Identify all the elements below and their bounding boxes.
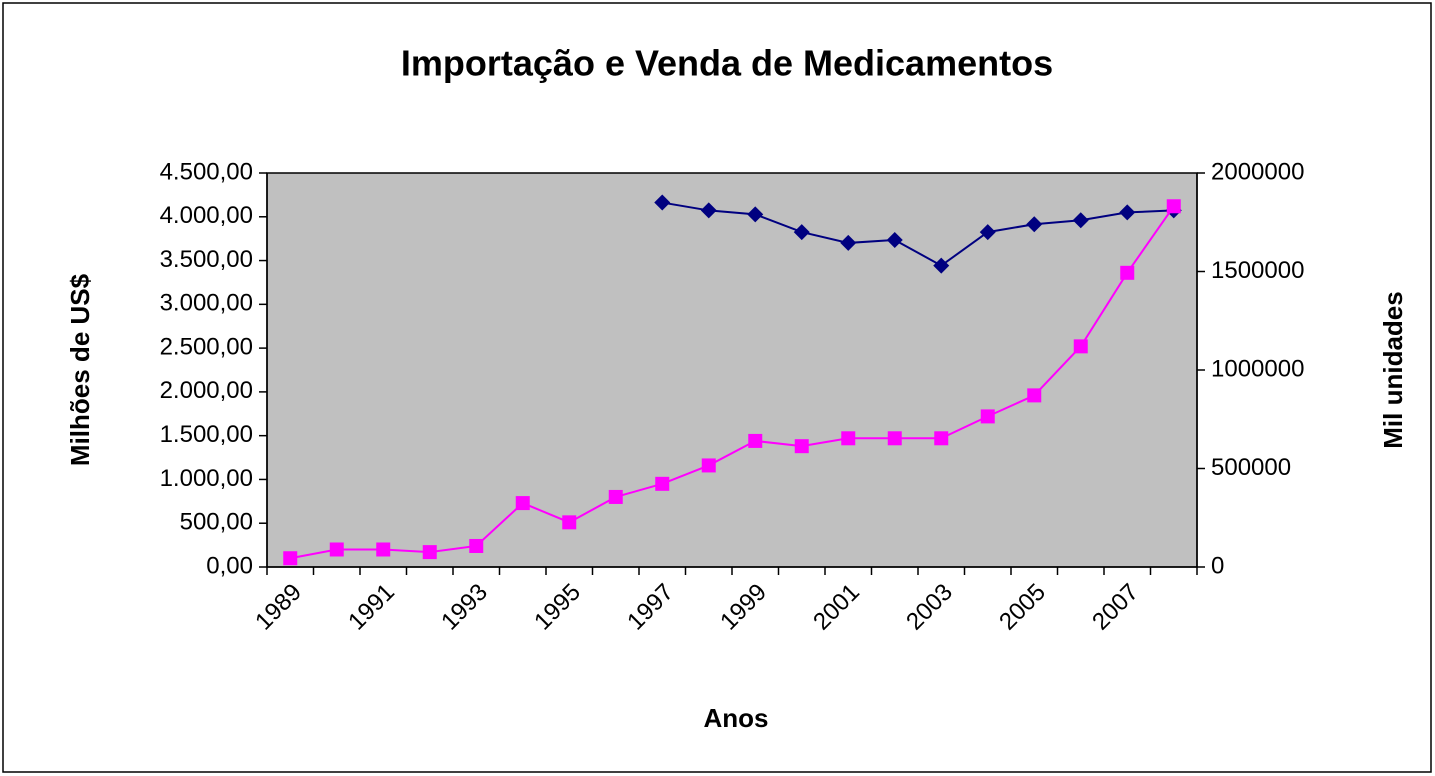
marker <box>1119 204 1136 221</box>
marker <box>1026 216 1043 233</box>
y-tick-label: 3.000,00 <box>160 290 253 317</box>
marker <box>1166 199 1181 214</box>
y-tick-label: 2.000,00 <box>160 377 253 404</box>
y2-tick-label: 2000000 <box>1211 158 1304 185</box>
marker <box>1072 212 1089 229</box>
y-tick-label: 0,00 <box>206 552 253 579</box>
y-tick-label: 1.000,00 <box>160 465 253 492</box>
marker <box>933 257 950 274</box>
marker <box>887 431 902 446</box>
marker <box>608 489 623 504</box>
marker <box>841 431 856 446</box>
marker <box>283 551 298 566</box>
marker <box>980 409 995 424</box>
marker <box>654 194 671 211</box>
marker <box>886 231 903 248</box>
marker <box>515 496 530 511</box>
marker <box>1073 339 1088 354</box>
marker <box>979 224 996 241</box>
y-tick-label: 4.500,00 <box>160 158 253 185</box>
marker <box>793 224 810 241</box>
marker <box>701 458 716 473</box>
y2-tick-label: 1500000 <box>1211 257 1304 284</box>
x-axis-label: Anos <box>704 703 769 733</box>
y-tick-label: 4.000,00 <box>160 202 253 229</box>
y-tick-label: 500,00 <box>180 509 253 536</box>
y2-tick-label: 1000000 <box>1211 355 1304 382</box>
y-tick-label: 1.500,00 <box>160 421 253 448</box>
series-line <box>662 201 1174 267</box>
y-tick-label: 2.500,00 <box>160 333 253 360</box>
chart-title: Importação e Venda de Medicamentos <box>401 43 1053 84</box>
y-tick-label: 3.500,00 <box>160 246 253 273</box>
series-line <box>290 205 1175 560</box>
marker <box>655 476 670 491</box>
marker <box>840 234 857 251</box>
marker <box>934 431 949 446</box>
marker <box>794 439 809 454</box>
marker <box>1027 388 1042 403</box>
marker <box>748 433 763 448</box>
marker <box>747 206 764 223</box>
y2-axis-label: Mil unidades <box>1378 291 1408 448</box>
plot-area <box>266 172 1198 568</box>
y2-tick-label: 500000 <box>1211 454 1291 481</box>
marker <box>469 538 484 553</box>
marker <box>422 545 437 560</box>
marker <box>329 542 344 557</box>
marker <box>1120 265 1135 280</box>
marker <box>700 202 717 219</box>
y2-tick-label: 0 <box>1211 552 1224 579</box>
marker <box>376 542 391 557</box>
y-axis-label: Milhões de US$ <box>65 273 95 466</box>
marker <box>562 515 577 530</box>
